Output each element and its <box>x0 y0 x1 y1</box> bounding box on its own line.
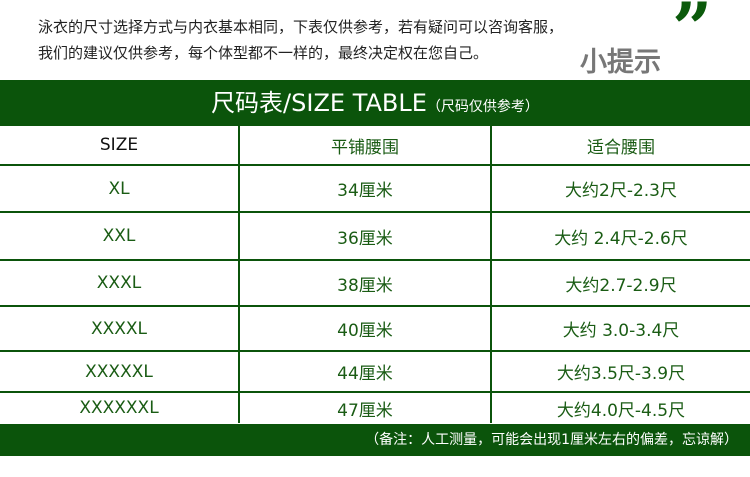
size-table: SIZE 平铺腰围 适合腰围 XL 34厘米 大约2尺-2.3尺 XXL 36厘米 大约… <box>0 126 750 423</box>
table-title: 尺码表/SIZE TABLE <box>211 89 427 117</box>
footer-note: （备注：人工测量，可能会出现1厘米左右的偏差，忘谅解） <box>365 432 738 448</box>
size-cell: XXL <box>0 212 240 261</box>
flat-waist-cell: 34厘米 <box>239 165 492 213</box>
table-row: XXXXL 40厘米 大约 3.0-3.4尺 <box>0 306 750 352</box>
table-row: XXXL 38厘米 大约2.7-2.9尺 <box>0 260 750 307</box>
size-cell: XL <box>0 165 240 213</box>
size-cell: XXXL <box>0 260 240 307</box>
table-row: XXL 36厘米 大约 2.4尺-2.6尺 <box>0 212 750 261</box>
fit-waist-cell: 大约4.0尺-4.5尺 <box>556 400 686 421</box>
header-fit-waist: 适合腰围 <box>491 126 750 166</box>
size-cell: XXXXXL <box>0 351 240 393</box>
quote-mark-icon: ” <box>672 0 712 70</box>
intro-text: 泳衣的尺寸选择方式与内衣基本相同，下表仅供参考，若有疑问可以咨询客服， 我们的建… <box>38 14 563 66</box>
fit-waist-cell: 大约3.5尺-3.9尺 <box>491 351 750 393</box>
size-cell: XXXXL <box>0 306 240 352</box>
tip-label: 小提示 <box>580 47 661 78</box>
table-header-row: SIZE 平铺腰围 适合腰围 <box>0 126 750 166</box>
table-row: XXXXXXL 47厘米 大约4.0尺-4.5尺 <box>0 392 750 423</box>
flat-waist-cell: 38厘米 <box>239 260 492 307</box>
header-size: SIZE <box>0 126 240 166</box>
table-row: XXXXXL 44厘米 大约3.5尺-3.9尺 <box>0 351 750 393</box>
table-title-band: 尺码表/SIZE TABLE（尺码仅供参考） <box>0 80 750 126</box>
fit-waist-cell: 大约 3.0-3.4尺 <box>491 306 750 352</box>
size-cell: XXXXXXL <box>0 392 240 423</box>
intro-line-2: 我们的建议仅供参考，每个体型都不一样的，最终决定权在您自己。 <box>38 44 489 62</box>
flat-waist-cell: 40厘米 <box>239 306 492 352</box>
header-flat-waist: 平铺腰围 <box>239 126 492 166</box>
fit-waist-cell: 大约 2.4尺-2.6尺 <box>491 212 750 261</box>
table-row: XL 34厘米 大约2尺-2.3尺 <box>0 165 750 213</box>
intro-line-1: 泳衣的尺寸选择方式与内衣基本相同，下表仅供参考，若有疑问可以咨询客服， <box>38 18 564 36</box>
flat-waist-cell: 36厘米 <box>239 212 492 261</box>
flat-waist-cell: 44厘米 <box>239 351 492 393</box>
fit-waist-cell: 大约2.7-2.9尺 <box>491 260 750 307</box>
footer-note-band: （备注：人工测量，可能会出现1厘米左右的偏差，忘谅解） <box>0 424 750 456</box>
flat-waist-cell: 47厘米 <box>239 392 492 423</box>
fit-waist-cell: 大约2尺-2.3尺 <box>491 165 750 213</box>
table-subtitle: （尺码仅供参考） <box>426 99 539 115</box>
